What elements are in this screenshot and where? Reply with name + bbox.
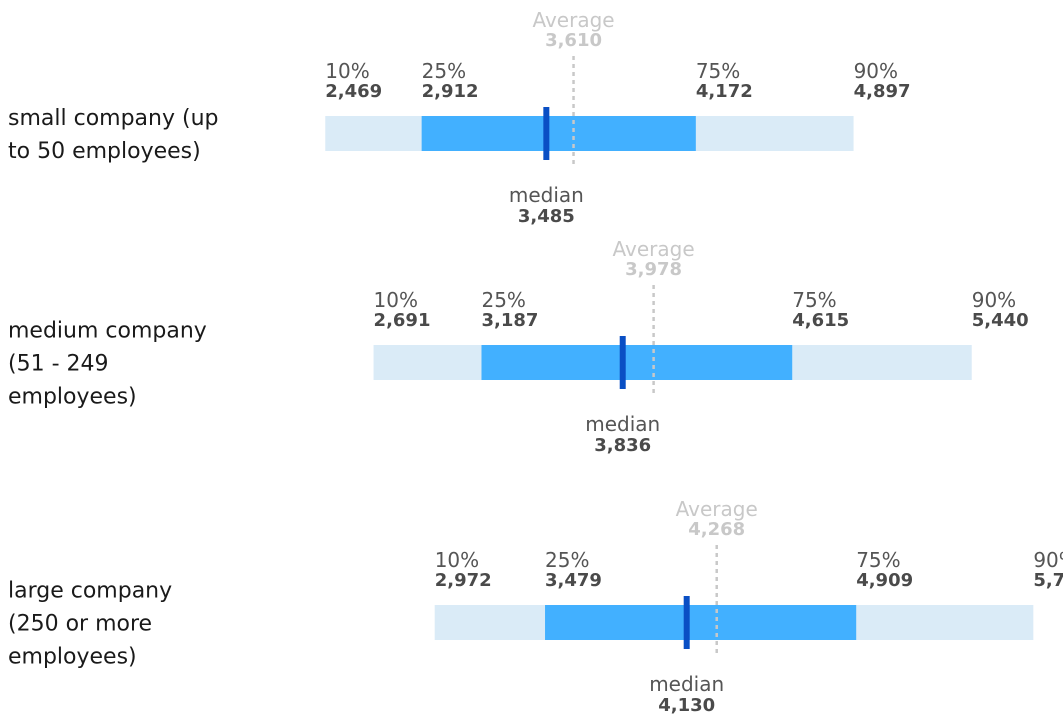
percentile-label-p75: 75% — [856, 548, 900, 572]
percentile-label-p10: 10% — [374, 288, 418, 312]
category-label: (250 or more — [8, 612, 152, 637]
percentile-label-p75: 75% — [792, 288, 836, 312]
median-value: 3,836 — [594, 435, 651, 456]
category-label: to 50 employees) — [8, 139, 201, 164]
percentile-value-p10: 2,972 — [435, 570, 492, 591]
median-line — [619, 336, 626, 389]
percentile-value-p75: 4,909 — [856, 570, 913, 591]
percentile-value-p10: 2,469 — [325, 81, 382, 102]
range-25-75-bar — [421, 116, 696, 151]
median-line — [543, 107, 550, 160]
percentile-label-p75: 75% — [696, 59, 740, 83]
average-value: 4,268 — [688, 519, 745, 540]
category-label: medium company — [8, 319, 207, 344]
median-line — [683, 596, 690, 649]
median-label: median — [509, 183, 584, 207]
percentile-label-p10: 10% — [435, 548, 479, 572]
median-label: median — [585, 412, 660, 436]
percentile-label-p90: 90% — [972, 288, 1016, 312]
percentile-value-p25: 2,912 — [422, 81, 479, 102]
median-value: 3,485 — [518, 206, 575, 227]
category-label: large company — [8, 579, 172, 604]
percentile-value-p90: 5,723 — [1033, 570, 1063, 591]
average-label: Average — [676, 497, 758, 521]
percentile-label-p10: 10% — [325, 59, 369, 83]
percentile-label-p90: 90% — [854, 59, 898, 83]
average-value: 3,978 — [625, 259, 682, 280]
percentile-value-p90: 5,440 — [972, 310, 1029, 331]
average-value: 3,610 — [545, 30, 602, 51]
average-label: Average — [613, 237, 695, 261]
percentile-value-p25: 3,479 — [545, 570, 602, 591]
percentile-label-p25: 25% — [422, 59, 466, 83]
percentile-label-p25: 25% — [545, 548, 589, 572]
median-label: median — [649, 672, 724, 696]
percentile-value-p75: 4,615 — [792, 310, 849, 331]
percentile-label-p25: 25% — [481, 288, 525, 312]
category-label: (51 - 249 — [8, 352, 109, 377]
median-value: 4,130 — [658, 695, 715, 716]
range-25-75-bar — [481, 345, 793, 380]
range-25-75-bar — [545, 605, 857, 640]
percentile-value-p10: 2,691 — [374, 310, 431, 331]
average-label: Average — [532, 8, 614, 32]
category-label: small company (up — [8, 106, 218, 131]
category-label: employees) — [8, 385, 137, 410]
percentile-label-p90: 90% — [1033, 548, 1063, 572]
category-label: employees) — [8, 645, 137, 670]
percentile-value-p25: 3,187 — [481, 310, 538, 331]
percentile-value-p75: 4,172 — [696, 81, 753, 102]
percentile-value-p90: 4,897 — [854, 81, 911, 102]
